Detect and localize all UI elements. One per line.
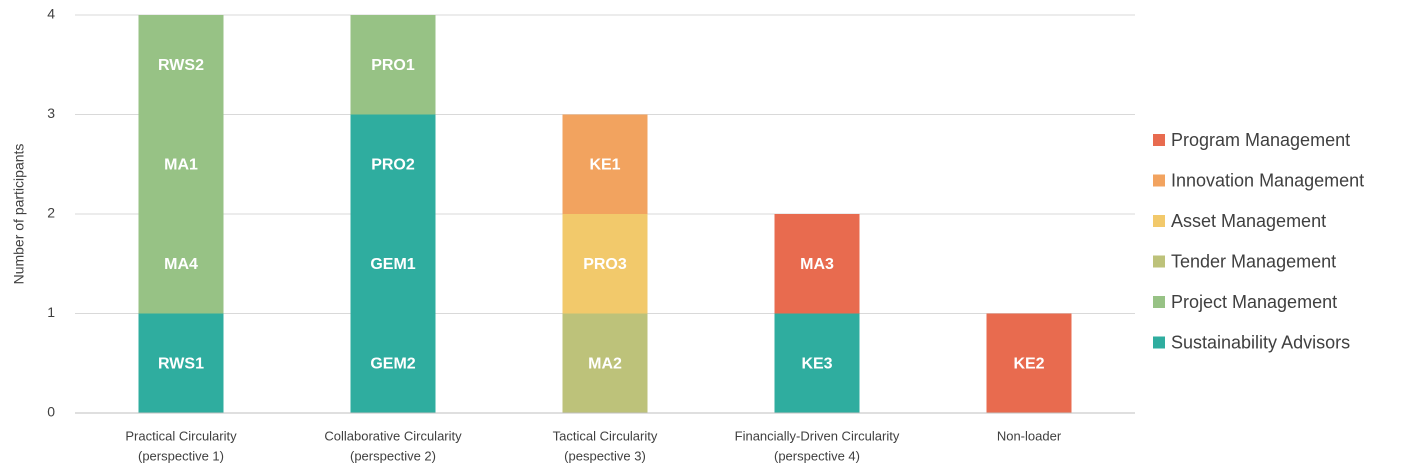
segment-label: KE1 [589,156,620,173]
bar-segment [774,313,860,413]
segment-label: KE3 [801,355,832,372]
segment-label: GEM2 [370,355,415,372]
legend-label: Tender Management [1171,251,1336,271]
y-tick-label: 2 [47,205,55,221]
x-tick-label: Financially-Driven Circularity [735,428,900,443]
segment-label: MA3 [800,256,834,273]
bar-segment [562,313,648,413]
y-tick-label: 1 [47,304,55,320]
segment-label: MA2 [588,355,622,372]
segment-label: PRO1 [371,57,415,74]
y-axis-label: Number of participants [11,144,27,285]
legend-label: Innovation Management [1171,170,1364,190]
y-tick-label: 3 [47,105,55,121]
bar-segment [138,15,224,314]
x-tick-label: Collaborative Circularity [324,428,462,443]
legend-label: Sustainability Advisors [1171,332,1350,352]
legend-label: Project Management [1171,292,1337,312]
x-tick-label: Practical Circularity [125,428,237,443]
x-tick-label: (pespective 3) [564,448,646,463]
legend-label: Asset Management [1171,211,1326,231]
bar-segment [350,15,436,115]
segment-label: GEM1 [370,256,415,273]
y-tick-label: 4 [47,6,55,22]
bar-segment [562,114,648,214]
legend-swatch [1153,336,1165,349]
segment-label: RWS1 [158,355,204,372]
bar-segment [986,313,1072,413]
segment-label: PRO2 [371,156,415,173]
segment-label: MA4 [164,256,198,273]
bar-segment [350,114,436,413]
legend-swatch [1153,255,1165,268]
legend-swatch [1153,215,1165,227]
bar-segment [138,313,224,413]
y-tick-label: 0 [47,404,55,420]
segment-label: MA1 [164,156,198,173]
legend-swatch [1153,134,1165,146]
segment-label: KE2 [1013,355,1044,372]
bar-segment [774,214,860,314]
x-tick-label: (perspective 2) [350,448,436,463]
segment-label: PRO3 [583,256,627,273]
x-tick-label: Non-loader [997,428,1062,443]
legend-swatch [1153,296,1165,308]
x-tick-label: (perspective 4) [774,448,860,463]
x-tick-label: Tactical Circularity [553,428,658,443]
x-tick-label: (perspective 1) [138,448,224,463]
legend-swatch [1153,174,1165,187]
legend-label: Program Management [1171,130,1350,150]
segment-label: RWS2 [158,57,204,74]
bar-segment [562,214,648,314]
